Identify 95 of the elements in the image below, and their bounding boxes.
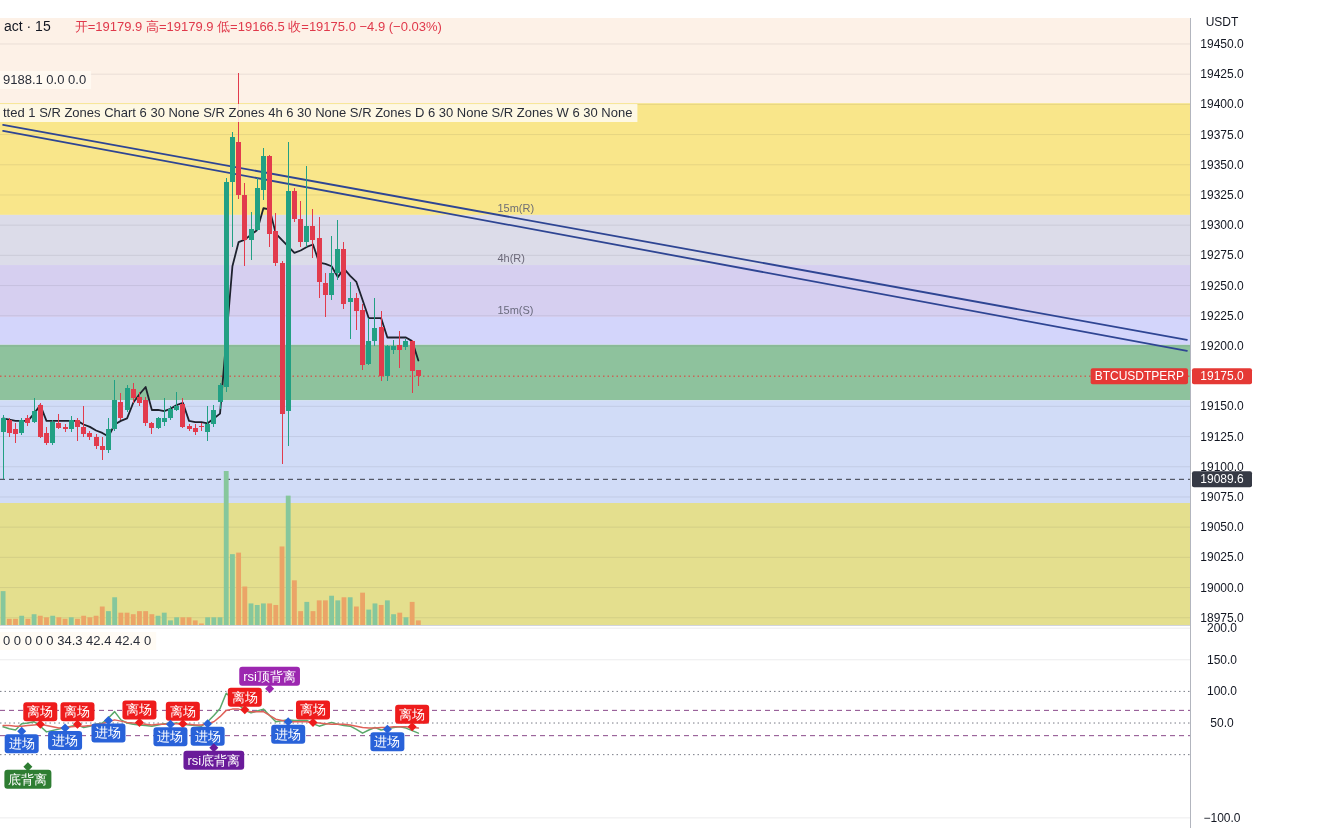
point <box>407 722 417 732</box>
bar <box>19 615 25 625</box>
bar <box>118 612 124 625</box>
y-tick-label: −100.0 <box>1203 810 1241 825</box>
bar <box>285 495 291 625</box>
candlestick <box>106 417 111 454</box>
y-tick-label: 19025.0 <box>1200 550 1245 565</box>
bar <box>50 615 56 625</box>
y-tick-label: 19200.0 <box>1200 338 1245 353</box>
data-label: 离场 <box>27 704 54 720</box>
bar <box>56 617 62 625</box>
data-label: 离场 <box>169 703 196 719</box>
data-label: 进场 <box>194 728 221 744</box>
point <box>178 719 188 729</box>
data-label: 进场 <box>157 729 184 745</box>
data-label: 进场 <box>52 733 79 749</box>
y-tick-label: 19150.0 <box>1200 399 1245 414</box>
y-tick-label: 19050.0 <box>1200 520 1245 535</box>
candlestick <box>310 208 315 259</box>
bar <box>25 618 31 625</box>
bar <box>347 597 353 625</box>
data-label: rsi顶背离 <box>243 668 296 684</box>
y-tick-label: 19425.0 <box>1200 67 1245 82</box>
point <box>240 705 250 715</box>
y-tick-label: 19125.0 <box>1200 429 1245 444</box>
candlestick <box>125 384 130 413</box>
y-axis-title: USDT <box>1205 15 1239 29</box>
bar <box>68 617 74 625</box>
bar <box>31 614 37 625</box>
point <box>17 726 27 736</box>
data-label: 进场 <box>8 736 35 752</box>
data-label: rsi底背离 <box>187 752 241 768</box>
bar <box>378 604 384 625</box>
point <box>165 719 175 729</box>
y-tick-label: 19225.0 <box>1200 308 1245 323</box>
data-label: 离场 <box>399 706 426 722</box>
y-tick-label: 19325.0 <box>1200 187 1245 202</box>
annotation: BTCUSDTPERP <box>1094 369 1184 384</box>
candlestick <box>211 404 216 428</box>
data-label: 进场 <box>374 734 401 750</box>
data-label: 离场 <box>64 704 91 720</box>
point <box>382 724 392 734</box>
y-tick-label: 150.0 <box>1206 652 1238 667</box>
bar <box>99 606 105 625</box>
annotation: tted 1 S/R Zones Chart 6 30 None S/R Zones 4h 6 30 None S/R Zones D 6 30 None S/R Zones W 6 30 None <box>3 105 633 120</box>
candlestick <box>50 419 55 446</box>
bar <box>397 612 403 625</box>
candlestick <box>304 165 309 248</box>
y-tick-label: 19075.0 <box>1200 489 1245 504</box>
data-label: 离场 <box>299 702 326 718</box>
candlestick <box>205 405 210 442</box>
data-label: 离场 <box>231 689 258 705</box>
y-tick-label: 19400.0 <box>1200 97 1245 112</box>
band-label: 15m(S) <box>497 303 534 316</box>
data-label: 离场 <box>126 702 153 718</box>
candlestick <box>397 330 402 369</box>
candlestick <box>100 436 105 461</box>
candlestick <box>372 297 377 347</box>
bar <box>0 591 6 625</box>
ref-line-label: 19089.6 <box>1200 472 1245 487</box>
y-tick-label: 19450.0 <box>1200 36 1245 51</box>
bar <box>304 601 310 625</box>
data-label: 进场 <box>95 725 122 741</box>
y-tick-label: 19350.0 <box>1200 157 1245 172</box>
bar <box>366 609 372 625</box>
y-tick-label: 19250.0 <box>1200 278 1245 293</box>
band-label: 4h(R) <box>497 252 525 265</box>
data-label: 底背离 <box>8 771 48 787</box>
candlestick <box>1 414 6 480</box>
chart-title: act · 15 <box>4 18 51 34</box>
candlestick <box>366 317 371 366</box>
y-tick-label: 200.0 <box>1206 621 1238 636</box>
band-label: 15m(R) <box>497 201 535 214</box>
y-tick-label: 19275.0 <box>1200 248 1245 263</box>
point <box>265 684 275 694</box>
y-tick-label: 19000.0 <box>1200 580 1245 595</box>
candlestick <box>298 200 303 248</box>
candlestick <box>323 272 328 318</box>
data-label: 进场 <box>275 726 302 742</box>
y-tick-label: 19375.0 <box>1200 127 1245 142</box>
y-tick-label: 100.0 <box>1206 684 1238 699</box>
annotation: 9188.1 0.0 0.0 <box>3 72 87 87</box>
ref-line-label: 19175.0 <box>1200 369 1245 384</box>
y-tick-label: 19100.0 <box>1200 459 1245 474</box>
candlestick <box>32 397 37 424</box>
candlestick <box>118 392 123 421</box>
y-tick-label: 50.0 <box>1210 716 1234 731</box>
candlestick <box>180 397 185 429</box>
point <box>103 715 113 725</box>
bar <box>180 617 186 625</box>
y-tick-label: 19300.0 <box>1200 218 1245 233</box>
annotation: 0 0 0 0 0 34.3 42.4 42.4 0 <box>3 633 152 648</box>
candlestick <box>75 417 80 442</box>
chart-subtitle: 开=19179.9 高=19179.9 低=19166.5 收=19175.0 −4.9 (−0.03%) <box>74 19 442 34</box>
candlestick <box>329 235 334 301</box>
